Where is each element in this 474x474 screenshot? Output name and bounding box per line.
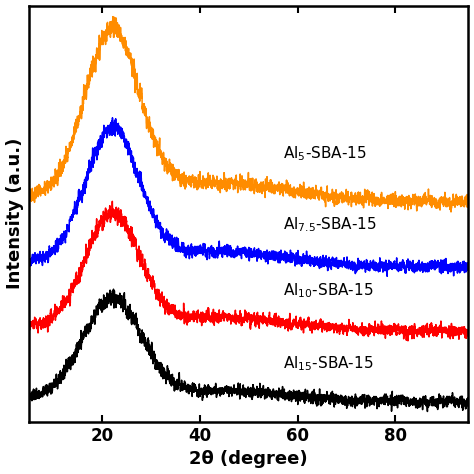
Text: Al$_5$-SBA-15: Al$_5$-SBA-15 bbox=[283, 145, 366, 163]
Text: Al$_{10}$-SBA-15: Al$_{10}$-SBA-15 bbox=[283, 281, 374, 300]
Text: Al$_{15}$-SBA-15: Al$_{15}$-SBA-15 bbox=[283, 354, 374, 373]
X-axis label: 2θ (degree): 2θ (degree) bbox=[190, 450, 308, 468]
Y-axis label: Intensity (a.u.): Intensity (a.u.) bbox=[6, 138, 24, 290]
Text: Al$_{7.5}$-SBA-15: Al$_{7.5}$-SBA-15 bbox=[283, 215, 377, 234]
